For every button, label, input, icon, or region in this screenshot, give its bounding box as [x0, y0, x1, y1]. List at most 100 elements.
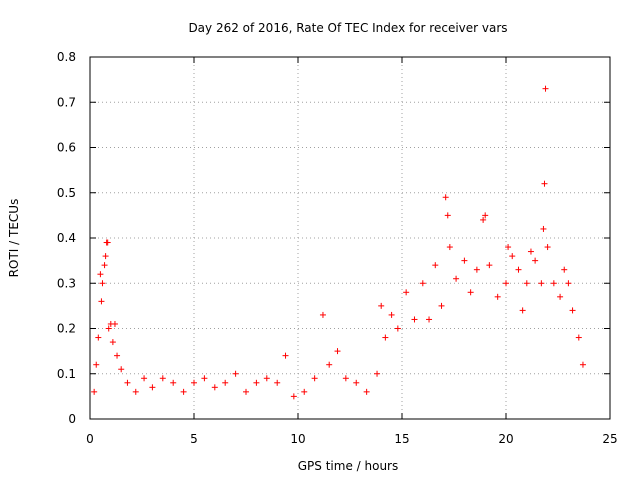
y-tick-label: 0.7	[57, 95, 76, 109]
data-point	[253, 379, 260, 386]
grid	[90, 57, 610, 419]
data-point	[394, 325, 401, 332]
data-point	[290, 393, 297, 400]
data-point	[419, 280, 426, 287]
data-point	[101, 262, 108, 269]
y-tick-label: 0.2	[57, 322, 76, 336]
data-point	[95, 334, 102, 341]
data-point	[334, 348, 341, 355]
data-point	[91, 388, 98, 395]
data-point	[480, 216, 487, 223]
data-point	[93, 361, 100, 368]
data-point	[432, 262, 439, 269]
data-point	[243, 388, 249, 395]
data-point	[374, 370, 381, 377]
data-point	[263, 375, 270, 382]
data-points	[91, 85, 586, 400]
data-point	[382, 334, 389, 341]
data-point	[503, 280, 509, 287]
data-point	[99, 280, 106, 287]
data-point	[461, 257, 468, 264]
data-point	[232, 370, 239, 377]
data-point	[482, 212, 489, 219]
data-point	[453, 275, 460, 282]
y-axis-title: ROTI / TECUs	[7, 199, 21, 278]
data-point	[170, 379, 177, 386]
y-tick-label: 0.1	[57, 367, 76, 381]
data-point	[523, 280, 530, 287]
x-tick-label: 5	[190, 432, 198, 446]
data-point	[180, 388, 187, 395]
x-tick-label: 15	[394, 432, 409, 446]
x-tick-label: 20	[498, 432, 513, 446]
y-tick-label: 0.8	[57, 50, 76, 64]
data-point	[124, 379, 131, 386]
data-point	[509, 253, 516, 260]
data-point	[159, 375, 166, 382]
data-point	[109, 339, 116, 346]
data-point	[132, 388, 139, 395]
y-tick-label: 0.4	[57, 231, 76, 245]
data-point	[426, 316, 433, 323]
data-point	[201, 375, 208, 382]
data-point	[326, 361, 333, 368]
data-point	[211, 384, 218, 391]
y-tick-label: 0.5	[57, 186, 76, 200]
data-point	[105, 325, 112, 332]
x-axis-title: GPS time / hours	[298, 459, 399, 473]
data-point	[540, 225, 547, 232]
data-point	[301, 388, 308, 395]
data-point	[557, 293, 564, 300]
data-point	[149, 384, 156, 391]
data-point	[274, 379, 281, 386]
data-point	[515, 266, 522, 273]
data-point	[111, 320, 118, 327]
data-point	[565, 280, 572, 287]
data-point	[104, 239, 111, 246]
data-point	[579, 361, 586, 368]
data-point	[102, 253, 109, 260]
data-point	[342, 375, 349, 382]
data-point	[446, 244, 453, 251]
data-point	[541, 180, 548, 187]
data-point	[319, 311, 326, 318]
data-point	[363, 388, 370, 395]
data-point	[191, 379, 197, 386]
data-point	[542, 85, 549, 92]
data-point	[544, 244, 551, 251]
x-tick-label: 25	[602, 432, 617, 446]
y-tick-label: 0	[68, 412, 76, 426]
data-point	[438, 302, 445, 309]
data-point	[473, 266, 480, 273]
y-tick-label: 0.3	[57, 276, 76, 290]
axis-ticks: 0 5 10 15 20 25 0 0.1 0.2 0.3 0.4 0.5 0.6 0.7 0.8	[57, 50, 618, 446]
data-point	[532, 257, 539, 264]
data-point	[378, 302, 385, 309]
x-tick-label: 10	[290, 432, 305, 446]
data-point	[486, 262, 493, 269]
y-tick-label: 0.6	[57, 141, 76, 155]
data-point	[505, 244, 512, 251]
data-point	[222, 379, 229, 386]
data-point	[569, 307, 576, 314]
data-point	[538, 280, 545, 287]
data-point	[114, 352, 121, 359]
data-point	[118, 366, 125, 373]
data-point	[519, 307, 526, 314]
data-point	[575, 334, 582, 341]
data-point	[98, 298, 105, 305]
data-point	[550, 280, 557, 287]
chart-title: Day 262 of 2016, Rate Of TEC Index for r…	[188, 21, 507, 35]
data-point	[97, 271, 104, 278]
data-point	[467, 289, 474, 296]
data-point	[411, 316, 418, 323]
data-point	[282, 352, 289, 359]
x-tick-label: 0	[86, 432, 94, 446]
data-point	[353, 379, 360, 386]
data-point	[388, 311, 395, 318]
data-point	[527, 248, 534, 255]
data-point	[141, 375, 148, 382]
data-point	[403, 289, 410, 296]
data-point	[442, 194, 449, 201]
